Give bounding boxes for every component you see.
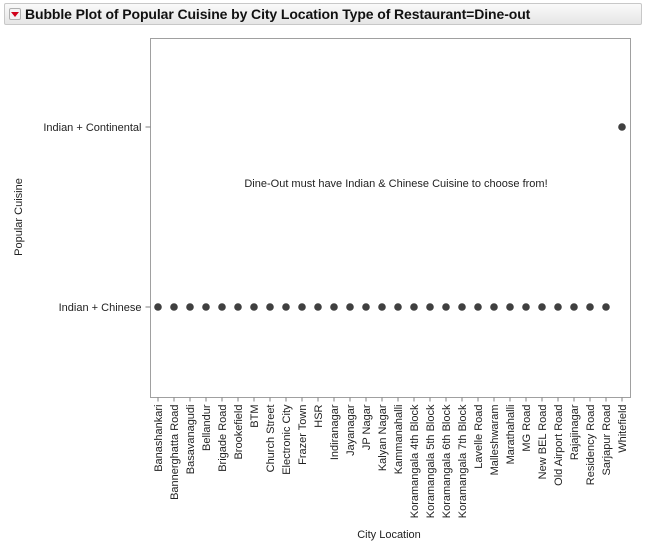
x-tick-label: Electronic City	[281, 404, 293, 475]
x-tick-label: Frazer Town	[297, 405, 309, 465]
data-point[interactable]	[570, 303, 578, 311]
data-point[interactable]	[426, 303, 434, 311]
data-point[interactable]	[314, 303, 322, 311]
data-point[interactable]	[250, 303, 258, 311]
x-tick-label: Lavelle Road	[473, 405, 485, 469]
data-point[interactable]	[410, 303, 418, 311]
y-tick-label: Indian + Continental	[43, 122, 141, 134]
red-down-triangle-icon[interactable]	[9, 8, 21, 20]
data-point[interactable]	[474, 303, 482, 311]
data-point[interactable]	[522, 303, 530, 311]
data-point[interactable]	[234, 303, 242, 311]
data-point[interactable]	[282, 303, 290, 311]
data-point[interactable]	[458, 303, 466, 311]
x-tick-label: Kalyan Nagar	[377, 404, 389, 471]
data-point[interactable]	[170, 303, 178, 311]
chart-title: Bubble Plot of Popular Cuisine by City L…	[25, 6, 531, 22]
plot-frame	[150, 38, 631, 398]
x-tick-label: Banashankari	[153, 405, 165, 472]
x-tick-label: Marathahalli	[505, 405, 517, 465]
x-tick-label: MG Road	[521, 405, 533, 452]
x-tick-label: BTM	[249, 405, 261, 428]
x-tick-label: Brigade Road	[217, 405, 229, 472]
x-tick-label: Bannerghatta Road	[169, 405, 181, 500]
data-point[interactable]	[442, 303, 450, 311]
x-tick-label: Bellandur	[201, 404, 213, 451]
data-point[interactable]	[602, 303, 610, 311]
x-tick-label: New BEL Road	[537, 405, 549, 480]
x-tick-label: HSR	[313, 404, 325, 427]
x-tick-label: Residency Road	[585, 405, 597, 486]
x-axis-title: City Location	[357, 529, 421, 541]
x-tick-label: Sarjapur Road	[601, 405, 613, 476]
x-tick-label: Basavanagudi	[185, 405, 197, 475]
data-point[interactable]	[154, 303, 162, 311]
chart-annotation: Dine-Out must have Indian & Chinese Cuis…	[244, 178, 547, 190]
data-point[interactable]	[218, 303, 226, 311]
x-tick-label: Koramangala 6th Block	[441, 404, 453, 518]
data-point[interactable]	[266, 303, 274, 311]
x-tick-label: Old Airport Road	[553, 405, 565, 486]
data-point[interactable]	[378, 303, 386, 311]
data-point[interactable]	[186, 303, 194, 311]
data-point[interactable]	[618, 123, 626, 131]
title-bar: Bubble Plot of Popular Cuisine by City L…	[4, 3, 642, 25]
x-tick-label: Koramangala 4th Block	[409, 404, 421, 518]
x-tick-label: Malleshwaram	[489, 405, 501, 476]
data-point[interactable]	[554, 303, 562, 311]
x-tick-label: Brookefield	[233, 405, 245, 460]
data-point[interactable]	[202, 303, 210, 311]
data-point[interactable]	[538, 303, 546, 311]
data-point[interactable]	[506, 303, 514, 311]
data-point[interactable]	[330, 303, 338, 311]
x-tick-label: Indiranagar	[329, 404, 341, 460]
data-point[interactable]	[346, 303, 354, 311]
y-axis-title: Popular Cuisine	[13, 178, 25, 256]
x-tick-label: Jayanagar	[345, 404, 357, 456]
x-tick-label: Koramangala 5th Block	[425, 404, 437, 518]
y-tick-label: Indian + Chinese	[59, 302, 142, 314]
data-point[interactable]	[362, 303, 370, 311]
x-tick-label: Rajajinagar	[569, 404, 581, 460]
data-point[interactable]	[394, 303, 402, 311]
x-tick-label: Church Street	[265, 405, 277, 473]
data-point[interactable]	[490, 303, 498, 311]
x-tick-label: Whitefield	[617, 405, 629, 453]
x-tick-label: JP Nagar	[361, 404, 373, 450]
data-point[interactable]	[586, 303, 594, 311]
data-point[interactable]	[298, 303, 306, 311]
x-tick-label: Kammanahalli	[393, 405, 405, 475]
x-tick-label: Koramangala 7th Block	[457, 404, 469, 518]
